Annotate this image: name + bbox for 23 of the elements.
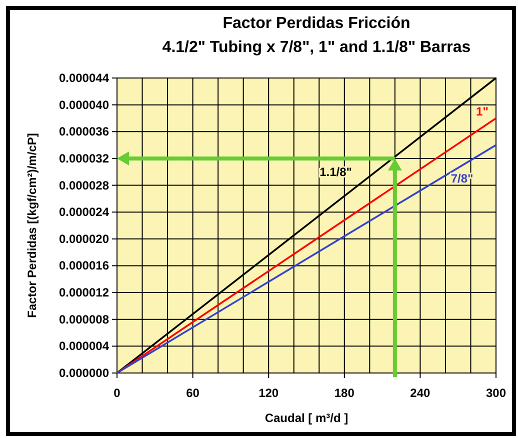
y-tick-label: 0.000004 <box>58 339 110 354</box>
y-tick-label: 0.000028 <box>58 178 110 192</box>
y-tick-label: 0.000032 <box>58 151 110 166</box>
y-tick-label: 0.000044 <box>58 71 110 85</box>
series-label: 1" <box>476 104 488 118</box>
y-tick-label: 0.000012 <box>58 286 110 300</box>
chart-subtitle: 4.1/2" Tubing x 7/8", 1" and 1.1/8" Barras <box>162 39 471 56</box>
y-tick-label: 0.000040 <box>58 98 110 112</box>
x-tick-label: 120 <box>258 386 279 400</box>
y-tick-label: 0.000024 <box>58 205 110 220</box>
x-tick-label: 240 <box>410 386 431 400</box>
x-tick-label: 300 <box>486 386 506 400</box>
y-tick-label: 0.000016 <box>58 258 110 273</box>
chart-title: Factor Perdidas Fricción <box>222 15 410 32</box>
x-axis-title: Caudal [ m³/d ] <box>264 411 348 425</box>
x-tick-label: 180 <box>334 386 355 400</box>
y-axis-title: Factor Perdidas [(kgf/cm²)/m/cP] <box>25 133 39 318</box>
y-tick-label: 0.000020 <box>58 232 110 246</box>
x-tick-label: 60 <box>186 386 200 400</box>
x-tick-label: 0 <box>114 386 121 400</box>
y-tick-label: 0.000036 <box>58 124 110 139</box>
y-tick-label: 0.000008 <box>58 312 110 326</box>
y-tick-label: 0.000000 <box>58 366 110 380</box>
